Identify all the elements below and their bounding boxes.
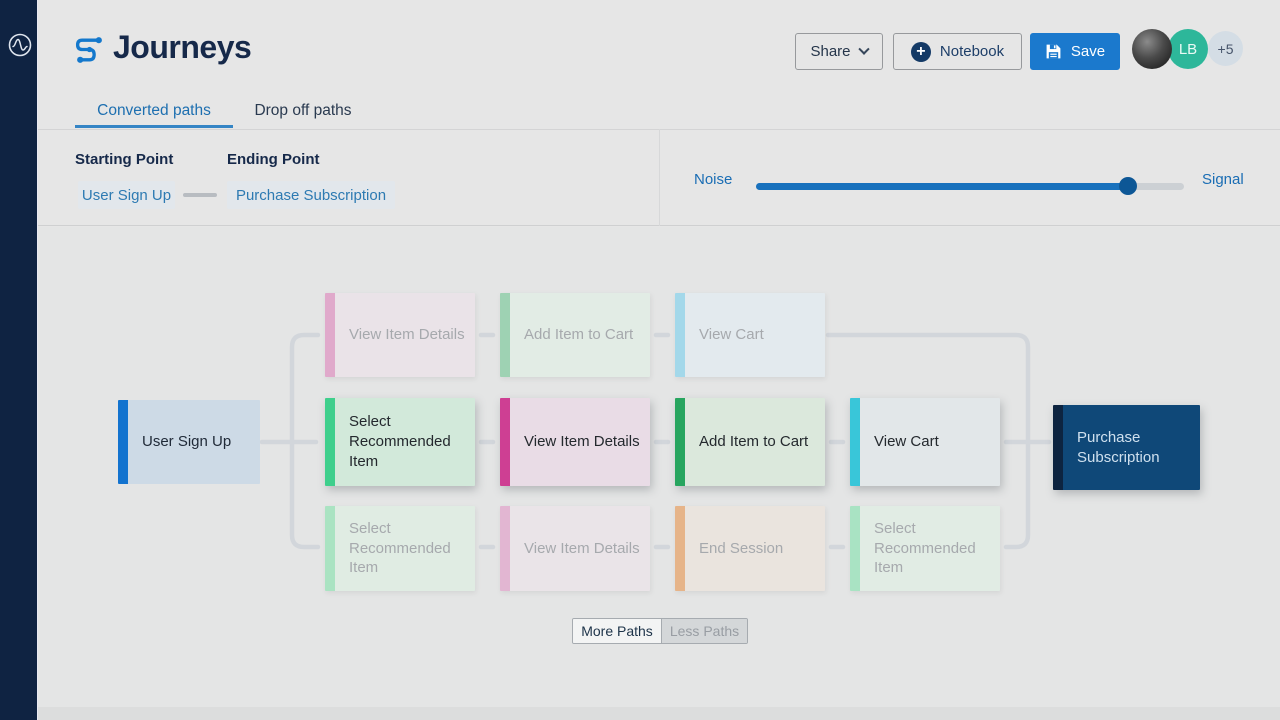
- node-label: Select Recommended Item: [874, 519, 976, 577]
- journey-node[interactable]: End Session: [675, 506, 825, 591]
- page-title: Journeys: [113, 29, 252, 65]
- filter-divider: [659, 129, 660, 226]
- signal-label: Signal: [1202, 171, 1244, 188]
- notebook-button-label: Notebook: [939, 43, 1005, 60]
- node-label: View Item Details: [524, 539, 640, 557]
- tab-drop-off-paths[interactable]: Drop off paths: [254, 102, 352, 119]
- journey-node[interactable]: Select Recommended Item: [850, 506, 1000, 591]
- ending-point-label: Ending Point: [227, 151, 320, 168]
- less-paths-button[interactable]: Less Paths: [661, 619, 747, 643]
- starting-point-chip[interactable]: User Sign Up: [78, 181, 175, 209]
- journey-node[interactable]: View Item Details: [500, 506, 650, 591]
- node-label: User Sign Up: [142, 433, 232, 451]
- node-label: Add Item to Cart: [524, 326, 634, 344]
- tab-converted-paths[interactable]: Converted paths: [75, 96, 233, 128]
- node-label: Select Recommended Item: [349, 519, 451, 577]
- ending-point-chip[interactable]: Purchase Subscription: [227, 181, 395, 209]
- journey-node[interactable]: View Item Details: [325, 293, 475, 377]
- avatar-photo[interactable]: [1132, 29, 1172, 69]
- journey-node[interactable]: User Sign Up: [118, 400, 260, 484]
- node-label: Select Recommended Item: [349, 413, 451, 470]
- share-button[interactable]: Share: [795, 33, 883, 70]
- bottom-edge: [38, 707, 1280, 720]
- more-paths-button[interactable]: More Paths: [573, 619, 661, 643]
- starting-point-label: Starting Point: [75, 151, 174, 168]
- node-label: End Session: [699, 539, 784, 557]
- paths-toggle: More Paths Less Paths: [572, 618, 748, 644]
- journeys-brand-icon: [75, 37, 102, 63]
- journey-node[interactable]: View Cart: [675, 293, 825, 377]
- noise-label: Noise: [694, 171, 733, 188]
- journey-node[interactable]: Add Item to Cart: [675, 398, 825, 486]
- chip-connector-dash: [183, 193, 217, 197]
- journey-node[interactable]: Add Item to Cart: [500, 293, 650, 377]
- journey-node[interactable]: View Cart: [850, 398, 1000, 486]
- journey-node[interactable]: Select Recommended Item: [325, 506, 475, 591]
- journey-node[interactable]: View Item Details: [500, 398, 650, 486]
- slider-fill: [756, 183, 1129, 190]
- journey-node[interactable]: Select Recommended Item: [325, 398, 475, 486]
- node-label: Purchase Subscription: [1077, 428, 1160, 466]
- share-button-label: Share: [810, 43, 851, 60]
- noise-signal-slider[interactable]: [756, 177, 1184, 195]
- node-label: View Cart: [874, 433, 939, 451]
- save-floppy-icon: [1046, 44, 1061, 59]
- save-button[interactable]: Save: [1030, 33, 1120, 70]
- amplitude-logo-icon[interactable]: [7, 32, 33, 58]
- notebook-button[interactable]: + Notebook: [893, 33, 1022, 70]
- node-label: View Cart: [699, 326, 764, 344]
- app-sidebar: [0, 0, 38, 720]
- journey-node[interactable]: Purchase Subscription: [1053, 405, 1200, 490]
- node-label: View Item Details: [524, 433, 640, 451]
- avatar-initials[interactable]: LB: [1168, 29, 1208, 69]
- node-label: View Item Details: [349, 326, 465, 344]
- save-button-label: Save: [1070, 43, 1106, 60]
- slider-thumb[interactable]: [1119, 177, 1138, 195]
- avatar-overflow-count[interactable]: +5: [1208, 31, 1243, 66]
- node-label: Add Item to Cart: [699, 433, 809, 451]
- plus-circle-icon: +: [910, 41, 931, 62]
